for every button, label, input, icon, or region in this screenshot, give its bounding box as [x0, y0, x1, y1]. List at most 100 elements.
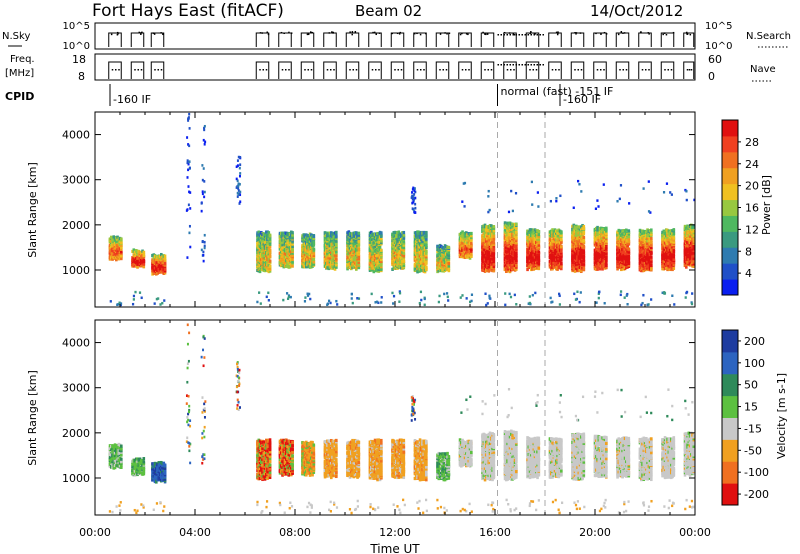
power-cell [445, 292, 449, 295]
nsky-point [506, 34, 508, 36]
nave-point [530, 64, 532, 66]
nsky-point [530, 31, 532, 33]
power-cell [268, 269, 272, 273]
nsky-point [351, 31, 354, 33]
power-cell [528, 301, 531, 305]
nsky-point [140, 33, 142, 35]
nave-point [622, 69, 624, 71]
freq-bar [345, 61, 360, 79]
date-title: 14/Oct/2012 [590, 2, 683, 20]
nave-point [304, 69, 306, 71]
power-cell [398, 300, 401, 303]
power-cell [425, 261, 428, 265]
freq-bar [570, 61, 585, 79]
nave-point [524, 64, 526, 66]
power-cell [402, 236, 406, 240]
power-cell [265, 295, 268, 299]
power-cell [380, 265, 383, 269]
power-cell [531, 293, 534, 297]
power-cell [531, 203, 534, 206]
beam-title: Beam 02 [355, 2, 422, 20]
freq-bar [435, 61, 450, 79]
freq-bar [593, 61, 607, 79]
nave-point [558, 69, 560, 71]
power-cell [515, 303, 518, 306]
power-cell [487, 189, 490, 193]
power-cell [131, 302, 135, 306]
nave-point [111, 69, 114, 71]
nave-point [500, 64, 502, 66]
freq-bar [323, 61, 337, 79]
nsky-point [662, 33, 664, 36]
power-cell [268, 242, 272, 246]
power-cell [392, 302, 395, 305]
power-cell [120, 237, 123, 241]
power-cell [402, 259, 406, 263]
power-cell [558, 303, 561, 306]
power-cell [459, 296, 462, 299]
power-cell [256, 300, 259, 304]
power-cell [120, 240, 123, 244]
nsky-point [261, 32, 263, 34]
nsky-point [485, 33, 487, 36]
nave-point [518, 64, 520, 66]
power-cell [357, 255, 361, 259]
nsky-point [600, 33, 602, 35]
power-cell [515, 226, 518, 230]
power-cell [155, 266, 158, 270]
power-cell [161, 301, 164, 305]
nsky-point [605, 33, 608, 35]
power-cell [470, 241, 473, 246]
power-cell [419, 290, 423, 294]
power-cell [118, 301, 121, 305]
power-cell [425, 230, 428, 235]
nave-point [670, 69, 673, 71]
power-cell [312, 252, 316, 256]
nsky-point [513, 33, 516, 36]
cpid-segment-label: normal (fast) -151 IF [501, 85, 614, 98]
power-cell [110, 235, 113, 239]
power-cell [393, 239, 397, 243]
nave-point [157, 69, 159, 71]
nave-point [465, 69, 467, 71]
power-cell [267, 291, 270, 295]
power-cell [560, 230, 563, 234]
nsky-label: N.Sky [2, 31, 30, 42]
freq-label: Freq. [10, 54, 35, 65]
power-cell [335, 239, 338, 243]
nave-point [461, 69, 464, 71]
nave-point [134, 69, 136, 71]
power-cell [560, 262, 563, 266]
nave-point [645, 69, 647, 71]
power-cell [120, 243, 123, 247]
nsky-point [280, 31, 283, 34]
nsky-point [378, 32, 381, 34]
power-cell [555, 197, 558, 200]
power-cell [375, 300, 379, 304]
power-cell [308, 292, 311, 296]
nsky-point [689, 33, 692, 36]
power-cell [335, 299, 338, 303]
nsky-point [542, 34, 544, 36]
power-cell [306, 294, 310, 297]
nave-point [536, 64, 538, 66]
power-cell [515, 235, 518, 239]
power-cell [418, 247, 422, 251]
nsky-point [508, 32, 511, 34]
power-cell [333, 267, 337, 271]
power-cell [120, 250, 123, 254]
power-cell [163, 263, 167, 267]
power-cell [312, 253, 316, 258]
nave-point [532, 69, 534, 71]
freq-bar [548, 61, 562, 79]
power-cell [402, 266, 406, 270]
power-cell [374, 301, 377, 304]
power-cell [380, 296, 383, 299]
nsky-point [640, 31, 642, 33]
power-cell [447, 251, 451, 255]
nave-point [542, 64, 544, 66]
power-cell [312, 239, 316, 243]
nsky-point [467, 33, 469, 36]
nsky-point [665, 33, 668, 36]
nsky-bar [435, 32, 450, 47]
